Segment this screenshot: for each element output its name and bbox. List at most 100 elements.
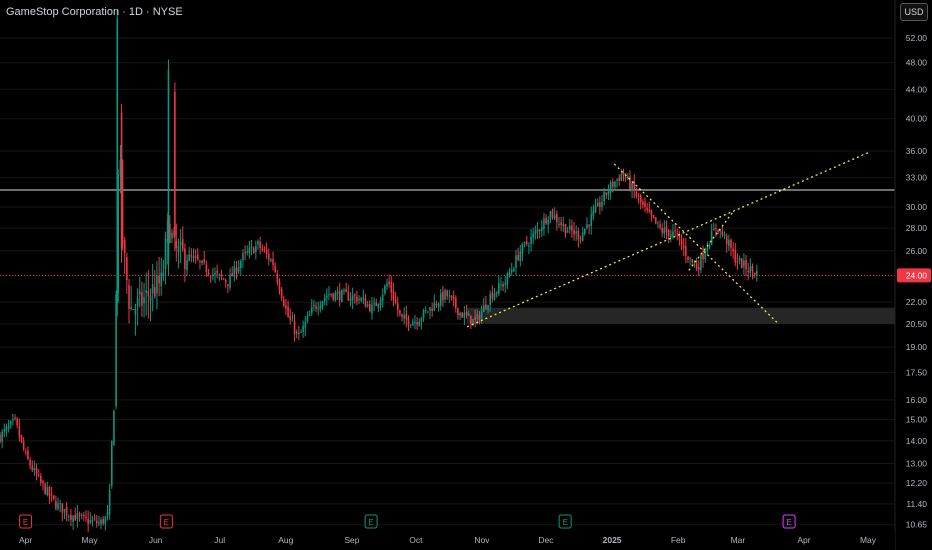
candle-body	[624, 176, 627, 178]
price-tick-label: 26.00	[906, 246, 928, 256]
currency-button[interactable]: USD	[900, 3, 928, 21]
candle-body	[12, 419, 14, 421]
candle-body	[369, 303, 371, 312]
candle-body	[160, 272, 163, 287]
earnings-marker-label: E	[164, 518, 169, 527]
candle-body	[5, 426, 8, 431]
candle-body	[48, 486, 51, 496]
candle-body	[650, 210, 653, 216]
time-tick-label: Aug	[278, 535, 293, 545]
candle-body	[601, 201, 603, 207]
candle-body	[9, 421, 12, 425]
candle-body	[392, 290, 395, 301]
candle-body	[174, 91, 176, 236]
candle-body	[184, 248, 186, 269]
candle-body	[541, 227, 543, 232]
candle-body	[240, 261, 242, 268]
chart-grid	[0, 37, 895, 526]
candle-body	[108, 490, 111, 515]
candle-body	[116, 19, 119, 302]
candle-body	[302, 325, 304, 332]
candle-body	[575, 231, 577, 234]
candle-body	[248, 247, 251, 253]
candle-body	[151, 284, 154, 294]
candle-body	[261, 248, 264, 250]
candle-body	[620, 174, 623, 181]
candle-body	[611, 181, 614, 187]
candle-body	[461, 312, 464, 318]
candle-body	[562, 224, 565, 226]
candle-body	[306, 316, 309, 322]
candle-body	[106, 512, 109, 515]
candle-body	[205, 264, 208, 273]
candle-body	[22, 440, 25, 450]
candle-body	[652, 215, 655, 218]
price-tick-label: 28.00	[906, 223, 928, 233]
candle-body	[154, 287, 156, 297]
candle-body	[188, 254, 190, 261]
candle-body	[74, 515, 77, 521]
candle-body	[83, 514, 85, 516]
candle-body	[719, 229, 722, 231]
candle-body	[194, 256, 197, 258]
candle-body	[347, 291, 350, 301]
candle-body	[721, 230, 724, 235]
candle-body	[287, 306, 289, 317]
price-axis[interactable]: 52.00 48.00 44.00 40.00 36.00 33.00 30.00 28.00…	[894, 0, 932, 550]
candle-body	[214, 272, 216, 275]
candle-body	[517, 255, 519, 261]
candle-body	[274, 265, 276, 273]
candle-body	[336, 291, 339, 294]
candle-body	[278, 281, 281, 291]
candle-body	[360, 298, 362, 301]
candle-body	[665, 226, 668, 232]
candle-body	[618, 177, 620, 181]
candle-body	[304, 322, 307, 328]
price-tick-label: 15.00	[906, 415, 928, 425]
candle-body	[403, 315, 405, 319]
time-axis[interactable]: Apr May Jun Jul Aug Sep Oct Nov Dec 2025 Feb Mar Apr…	[0, 532, 895, 550]
candle-body	[429, 307, 431, 311]
candle-body	[147, 290, 150, 297]
price-tick-label: 16.00	[906, 395, 928, 405]
price-tick-label: 11.40	[906, 499, 927, 509]
candle-body	[1, 431, 3, 442]
candle-body	[592, 210, 595, 216]
time-tick-label: Mar	[731, 535, 746, 545]
candle-body	[270, 259, 272, 262]
candle-body	[523, 242, 526, 244]
candle-body	[55, 500, 57, 509]
candle-body	[199, 260, 201, 262]
demand-zone	[467, 307, 895, 324]
candle-body	[44, 483, 46, 495]
candle-body	[697, 267, 700, 270]
candle-body	[553, 215, 556, 219]
time-tick-label: Feb	[671, 535, 686, 545]
candle-body	[682, 245, 685, 248]
candle-body	[300, 331, 302, 333]
candle-body	[364, 298, 367, 308]
price-tick-label: 52.00	[906, 33, 928, 43]
candle-body	[113, 411, 115, 446]
candle-body	[532, 233, 534, 238]
candle-body	[545, 217, 547, 224]
candle-body	[676, 232, 679, 234]
candle-body	[637, 195, 640, 197]
candle-body	[35, 467, 38, 475]
candle-body	[685, 246, 687, 256]
candle-body	[126, 257, 128, 281]
candle-body	[222, 278, 225, 280]
candle-body	[743, 260, 745, 267]
candle-body	[138, 291, 141, 295]
candle-body	[538, 230, 541, 232]
candle-body	[162, 272, 165, 276]
trendline	[613, 163, 779, 325]
candle-body	[536, 229, 539, 233]
candle-body	[334, 292, 337, 301]
candle-body	[381, 294, 384, 301]
candle-body	[725, 235, 728, 245]
candle-body	[76, 513, 79, 520]
candle-body	[478, 315, 481, 320]
candle-body	[407, 318, 410, 325]
